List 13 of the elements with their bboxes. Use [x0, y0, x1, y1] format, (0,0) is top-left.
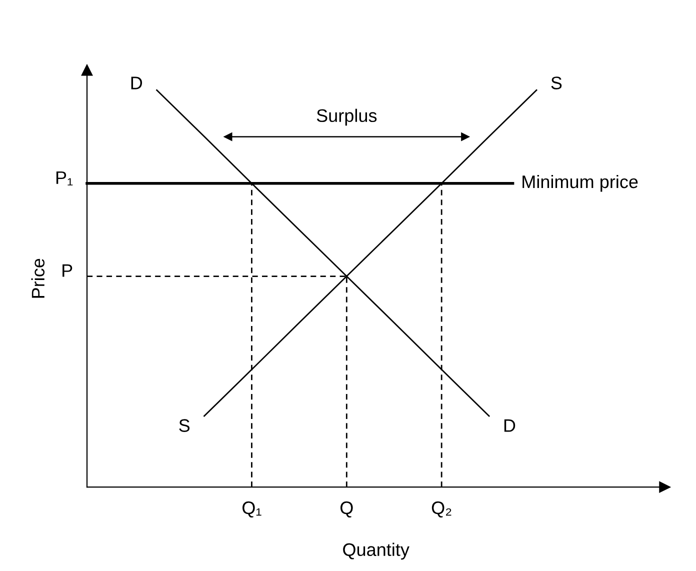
- x-tick-label: Q₁: [242, 501, 262, 518]
- series-label: D: [131, 76, 142, 90]
- x-tick-label: Q: [340, 501, 353, 518]
- ref-line-label: P: [62, 264, 72, 277]
- x-axis-title: Quantity: [343, 542, 410, 560]
- y-axis-title: Price: [31, 258, 45, 298]
- series-label: S: [551, 76, 562, 90]
- text: S: [179, 419, 190, 432]
- x-tick-label: Q₂: [432, 501, 452, 518]
- text: P₁: [56, 171, 73, 186]
- text: D: [504, 419, 516, 432]
- annotation: Surplus: [316, 108, 377, 126]
- ref-line-label: Minimum price: [522, 174, 638, 192]
